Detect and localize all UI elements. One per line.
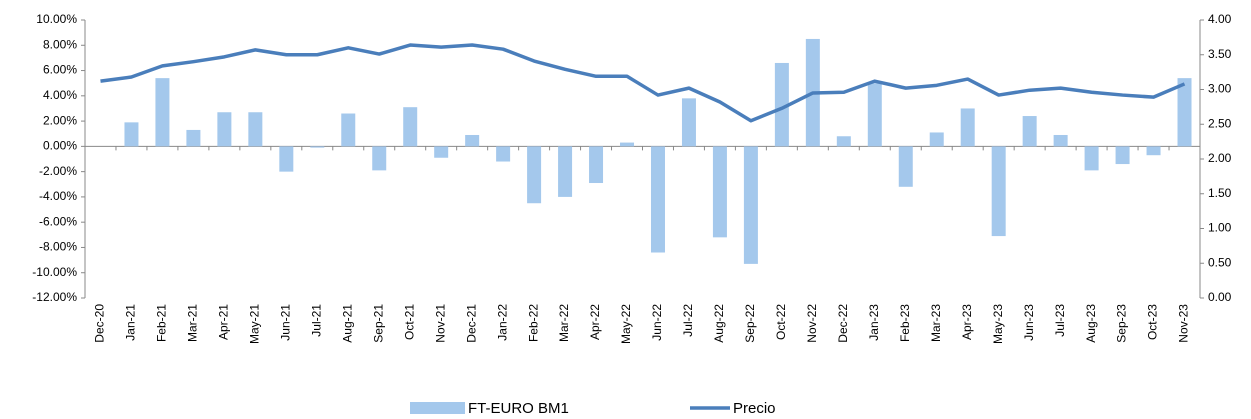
bar: [836, 136, 851, 147]
y2-tick-label: 1.00: [1208, 221, 1232, 235]
y2-tick-label: 4.00: [1208, 12, 1232, 26]
bar: [712, 146, 727, 238]
y2-tick-label: 0.00: [1208, 290, 1232, 304]
bar: [527, 146, 542, 204]
x-tick-label: Jul-21: [309, 304, 323, 337]
bar: [558, 146, 573, 197]
x-tick-label: May-22: [619, 304, 633, 344]
x-tick-label: Feb-23: [898, 304, 912, 342]
y2-tick-label: 3.00: [1208, 82, 1232, 96]
y2-tick-label: 3.50: [1208, 47, 1232, 61]
bar: [867, 83, 882, 147]
legend-label: Precio: [733, 400, 776, 417]
x-tick-label: Nov-21: [433, 304, 447, 343]
bar: [279, 146, 294, 172]
y2-tick-label: 0.50: [1208, 255, 1232, 269]
bar: [372, 146, 387, 171]
x-tick-label: Oct-22: [774, 304, 788, 340]
line: [100, 43, 1186, 123]
x-tick-label: Sep-23: [1115, 304, 1129, 343]
x-tick-label: Jan-21: [124, 304, 138, 341]
x-tick-label: Sep-22: [743, 304, 757, 343]
x-tick-label: Apr-23: [960, 304, 974, 340]
y-tick-label: -4.00%: [39, 189, 77, 203]
bar: [155, 78, 170, 147]
bar: [898, 146, 913, 187]
bar: [774, 62, 789, 147]
x-tick-label: Nov-23: [1177, 304, 1191, 343]
x-tick-label: Jun-22: [650, 304, 664, 341]
y-tick-label: 10.00%: [36, 12, 77, 26]
bar: [248, 112, 263, 147]
bar: [743, 146, 758, 264]
x-tick-label: Mar-22: [557, 304, 571, 342]
bar: [589, 146, 604, 184]
x-tick-label: May-21: [248, 304, 262, 344]
x-tick-label: Nov-22: [805, 304, 819, 343]
y-tick-label: -10.00%: [32, 265, 77, 279]
y-tick-label: 8.00%: [43, 37, 77, 51]
bar: [465, 134, 480, 147]
bar: [403, 107, 418, 147]
y-tick-label: -8.00%: [39, 240, 77, 254]
x-tick-label: Jan-23: [867, 304, 881, 341]
y-tick-label: 4.00%: [43, 88, 77, 102]
x-tick-label: Dec-22: [836, 304, 850, 343]
x-tick-label: Aug-22: [712, 304, 726, 343]
bar: [650, 146, 665, 253]
bar: [496, 146, 511, 162]
x-tick-label: Oct-21: [402, 304, 416, 340]
x-tick-label: Mar-21: [186, 304, 200, 342]
x-tick-label: Aug-21: [340, 304, 354, 343]
bar: [1022, 116, 1037, 147]
x-tick-label: Feb-21: [155, 304, 169, 342]
y-tick-label: -12.00%: [32, 290, 77, 304]
y2-tick-label: 2.50: [1208, 116, 1232, 130]
x-tick-label: Jul-23: [1053, 304, 1067, 337]
y2-tick-label: 2.00: [1208, 151, 1232, 165]
x-tick-label: Feb-22: [526, 304, 540, 342]
bar: [1115, 146, 1130, 165]
bar: [1053, 134, 1068, 147]
x-tick-label: Apr-22: [588, 304, 602, 340]
bar: [929, 132, 944, 147]
legend-swatch: [410, 402, 465, 414]
y2-tick-label: 1.50: [1208, 186, 1232, 200]
x-tick-label: May-23: [991, 304, 1005, 344]
x-tick-label: Dec-20: [93, 304, 107, 343]
x-tick-label: Aug-23: [1084, 304, 1098, 343]
legend-label: FT-EURO BM1: [468, 400, 569, 417]
bar: [991, 146, 1006, 237]
y-tick-label: 0.00%: [43, 139, 77, 153]
y-tick-label: 6.00%: [43, 63, 77, 77]
legend: FT-EURO BM1 Precio: [410, 400, 776, 417]
x-tick-label: Jun-23: [1022, 304, 1036, 341]
x-tick-label: Sep-21: [371, 304, 385, 343]
bar: [960, 108, 975, 147]
bar: [217, 112, 232, 147]
y-tick-label: -6.00%: [39, 214, 77, 228]
bar: [434, 146, 449, 158]
bar: [1084, 146, 1099, 171]
bar: [186, 129, 201, 147]
bar: [1177, 78, 1192, 147]
x-tick-label: Oct-23: [1146, 304, 1160, 340]
x-tick-label: Dec-21: [464, 304, 478, 343]
bar: [310, 146, 325, 148]
bar: [124, 122, 139, 147]
x-tick-label: Jul-22: [681, 304, 695, 337]
y-tick-label: 2.00%: [43, 113, 77, 127]
bar: [341, 113, 356, 147]
x-tick-label: Mar-23: [929, 304, 943, 342]
bar: [1146, 146, 1161, 156]
x-tick-label: Jun-21: [278, 304, 292, 341]
x-tick-label: Apr-21: [217, 304, 231, 340]
bar: [681, 98, 696, 147]
y-tick-label: -2.00%: [39, 164, 77, 178]
x-tick-label: Jan-22: [495, 304, 509, 341]
bar: [620, 142, 635, 147]
